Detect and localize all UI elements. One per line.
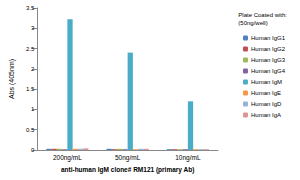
svg-text:10ng/mL: 10ng/mL [175, 154, 201, 162]
svg-text:Abs (405nm): Abs (405nm) [8, 59, 16, 99]
svg-text:3: 3 [31, 25, 35, 31]
svg-text:(50ng/well): (50ng/well) [238, 20, 267, 26]
svg-text:Human IgA: Human IgA [251, 112, 281, 118]
svg-text:2: 2 [31, 66, 35, 72]
svg-text:1.5: 1.5 [26, 86, 35, 92]
svg-text:Human IgG2: Human IgG2 [251, 46, 286, 52]
svg-text:0.5: 0.5 [26, 127, 35, 133]
svg-text:Human IgG3: Human IgG3 [251, 57, 286, 63]
svg-text:Plate Coated with:: Plate Coated with: [238, 12, 287, 18]
svg-text:1: 1 [31, 106, 35, 112]
svg-text:Human IgG4: Human IgG4 [251, 68, 286, 74]
svg-text:Human IgG1: Human IgG1 [251, 35, 286, 41]
svg-text:Human IgM: Human IgM [251, 79, 282, 85]
svg-text:3.5: 3.5 [26, 5, 35, 11]
svg-text:2.5: 2.5 [26, 46, 35, 52]
svg-text:0: 0 [31, 147, 35, 153]
svg-text:anti-human IgM clone# RM121 (p: anti-human IgM clone# RM121 (primary Ab) [61, 166, 194, 174]
svg-text:Human IgE: Human IgE [251, 90, 281, 96]
svg-text:200ng/mL: 200ng/mL [53, 154, 82, 162]
svg-text:Human IgD: Human IgD [251, 101, 282, 107]
svg-text:50ng/mL: 50ng/mL [115, 154, 141, 162]
